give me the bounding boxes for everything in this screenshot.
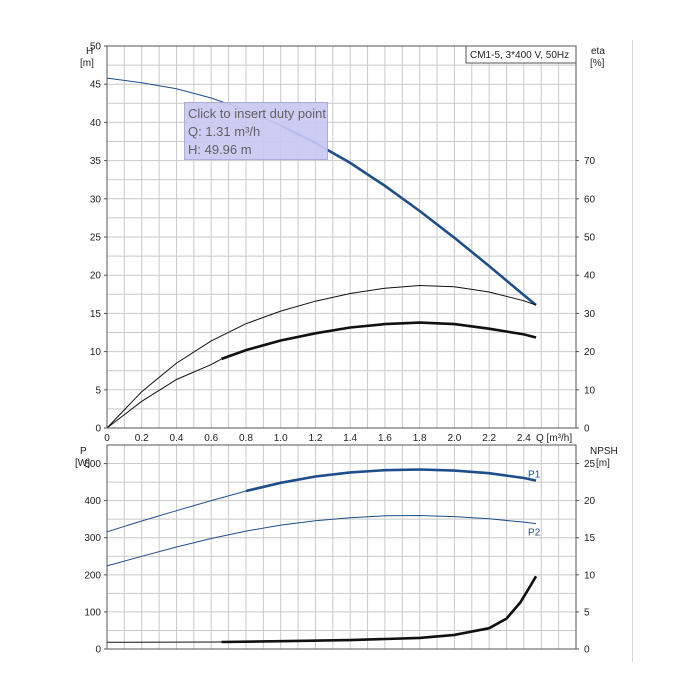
x-tick-label: 0: [104, 433, 110, 444]
x-axis-title: Q [m³/h]: [536, 433, 572, 444]
series-name-label: P1: [528, 470, 541, 481]
bottom-right-axis-title-1: NPSH: [590, 446, 618, 457]
x-tick-label: 0.2: [135, 433, 149, 444]
series-line: [106, 284, 537, 429]
left-tick-label: 20: [90, 271, 102, 282]
bottom-chart-frame: [106, 444, 577, 650]
tooltip-line-1: Click to insert duty point: [188, 106, 327, 121]
left-tick-label: 35: [90, 156, 102, 167]
left-tick-label: 10: [90, 347, 102, 358]
top-chart-grid: [107, 46, 576, 428]
series-line: [106, 514, 537, 567]
series-name-label: P2: [528, 528, 541, 539]
duty-point-tooltip[interactable]: Click to insert duty point Q: 1.31 m³/h …: [184, 102, 328, 160]
x-tick-label: 0.8: [239, 433, 253, 444]
right-divider: [632, 40, 633, 662]
tooltip-line-3: H: 49.96 m: [188, 142, 252, 157]
x-tick-label: 1.6: [378, 433, 392, 444]
right-tick-label: 40: [584, 271, 596, 282]
legend-text: CM1-5, 3*400 V, 50Hz: [470, 50, 569, 61]
right-tick-label: 60: [584, 194, 596, 205]
left-tick-label: 30: [90, 194, 102, 205]
x-tick-label: 0.4: [170, 433, 184, 444]
right-tick-label: 0: [584, 424, 590, 435]
right-tick-label: 20: [584, 496, 596, 507]
right-tick-label: 25: [584, 459, 596, 470]
top-left-axis-title-2: [m]: [80, 58, 94, 69]
left-tick-label: 200: [84, 570, 101, 581]
left-tick-label: 40: [90, 118, 102, 129]
tooltip-line-2: Q: 1.31 m³/h: [188, 124, 261, 139]
left-tick-label: 45: [90, 80, 102, 91]
x-tick-label: 1.8: [413, 433, 427, 444]
labels-layer: H [m] eta [%] P [W] NPSH [m] Q [m³/h] 0 5…: [75, 42, 618, 656]
left-tick-label: 50: [90, 42, 102, 53]
right-tick-label: 10: [584, 570, 596, 581]
top-right-axis-title-2: [%]: [590, 58, 605, 69]
left-tick-label: 400: [84, 496, 101, 507]
left-tick-label: 500: [84, 459, 101, 470]
left-tick-label: 300: [84, 533, 101, 544]
legend-box: CM1-5, 3*400 V, 50Hz: [465, 45, 577, 64]
x-tick-label: 2.4: [517, 433, 531, 444]
left-tick-label: 25: [90, 233, 102, 244]
x-tick-label: 1.2: [308, 433, 322, 444]
x-tick-label: 2.0: [447, 433, 461, 444]
right-tick-label: 10: [584, 385, 596, 396]
series-line-operating: [221, 575, 538, 644]
right-tick-label: 30: [584, 309, 596, 320]
top-left-axis-title-1: H: [86, 46, 93, 57]
right-tick-label: 70: [584, 156, 596, 167]
left-tick-label: 5: [95, 385, 101, 396]
bottom-left-axis-title-1: P: [80, 446, 87, 457]
series-line-operating: [221, 321, 537, 361]
left-tick-label: 100: [84, 607, 101, 618]
right-tick-label: 15: [584, 533, 596, 544]
top-right-axis-title-1: eta: [591, 46, 605, 57]
left-tick-label: 15: [90, 309, 102, 320]
right-tick-label: 5: [584, 607, 590, 618]
x-tick-label: 0.6: [204, 433, 218, 444]
right-tick-label: 20: [584, 347, 596, 358]
bottom-right-axis-title-2: [m]: [596, 458, 610, 469]
x-tick-label: 2.2: [482, 433, 496, 444]
right-tick-label: 0: [584, 645, 590, 656]
left-tick-label: 0: [95, 645, 101, 656]
x-tick-label: 1.0: [274, 433, 288, 444]
left-tick-label: 0: [95, 424, 101, 435]
right-tick-label: 50: [584, 233, 596, 244]
series-line-operating: [245, 468, 537, 493]
bottom-left-axis-title-2: [W]: [75, 458, 90, 469]
x-tick-label: 1.4: [343, 433, 357, 444]
